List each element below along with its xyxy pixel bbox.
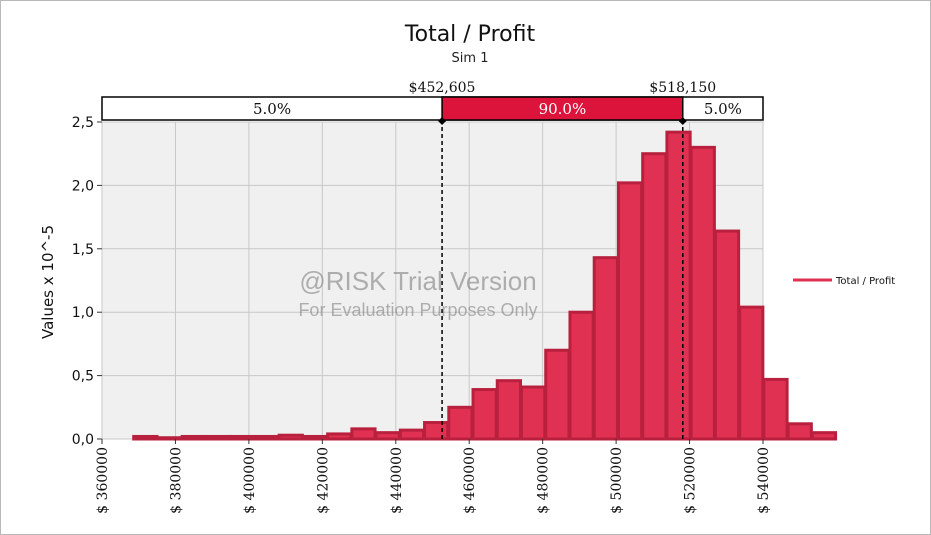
x-tick-label: $ 480000 [536, 447, 552, 514]
histogram-bar [447, 405, 474, 441]
chart-title: Total / Profit [404, 22, 536, 47]
watermark-subtitle: For Evaluation Purposes Only [298, 300, 537, 320]
histogram-bar [544, 348, 571, 441]
y-tick-label: 0,5 [72, 369, 94, 385]
x-tick-label: $ 380000 [168, 447, 184, 514]
watermark-title: @RISK Trial Version [299, 266, 536, 296]
histogram-bar [641, 152, 668, 441]
histogram-bar [786, 422, 813, 441]
histogram-bar [132, 434, 159, 441]
probability-band[interactable]: 5.0% 90.0% 5.0% [101, 96, 764, 121]
y-axis-label: Values x 10^-5 [39, 225, 57, 339]
y-tick-label: 2,5 [72, 115, 94, 131]
histogram-bar [350, 427, 377, 441]
x-tick-label: $ 400000 [242, 447, 258, 514]
left-delimiter-label: $452,605 [409, 80, 476, 96]
histogram-bar [495, 379, 523, 441]
histogram-bars [132, 130, 838, 441]
y-tick-label: 0,0 [72, 432, 94, 448]
histogram-bar [689, 145, 716, 441]
histogram-bar [301, 434, 329, 441]
x-tick-label: $ 420000 [315, 447, 331, 514]
right-delimiter-handle[interactable] [678, 117, 687, 125]
legend[interactable]: Total / Profit [793, 276, 895, 287]
chart-subtitle: Sim 1 [452, 51, 489, 66]
band-middle-segment [441, 96, 684, 121]
x-tick-label: $ 500000 [609, 447, 625, 514]
histogram-bar [616, 181, 644, 441]
legend-label: Total / Profit [835, 276, 895, 287]
histogram-bar [738, 305, 765, 441]
right-delimiter-label: $518,150 [649, 80, 716, 96]
x-tick-label: $ 520000 [683, 447, 699, 514]
histogram-bar [204, 434, 232, 441]
histogram-bar [568, 310, 595, 441]
y-axis: 0,0 0,5 1,0 1,5 2,0 2,5 [72, 115, 102, 448]
y-tick-label: 1,5 [72, 242, 94, 258]
band-left-percent: 5.0% [253, 100, 291, 118]
x-tick-label: $ 460000 [462, 447, 478, 514]
histogram-bar [520, 385, 547, 441]
histogram-bar [665, 130, 692, 441]
histogram-bar [326, 432, 353, 441]
histogram-bar [253, 434, 280, 441]
histogram-bar [471, 388, 498, 441]
x-axis: $ 360000 $ 380000 $ 400000 $ 420000 $ 440000… [95, 439, 772, 514]
histogram-bar [374, 431, 401, 441]
histogram-bar [277, 433, 304, 441]
histogram-bar [810, 431, 838, 441]
x-tick-label: $ 540000 [756, 447, 772, 514]
histogram-bar [398, 428, 426, 441]
band-right-percent: 5.0% [704, 100, 742, 118]
x-tick-label: $ 360000 [95, 447, 111, 514]
histogram-bar [423, 421, 450, 441]
histogram-bar [762, 377, 789, 441]
delimiter-lines[interactable] [438, 117, 687, 439]
histogram-bar [156, 436, 183, 441]
histogram-bar [713, 229, 741, 441]
histogram-bar [180, 434, 207, 441]
x-tick-label: $ 440000 [389, 447, 405, 514]
histogram-bar [592, 256, 619, 441]
band-middle-percent: 90.0% [539, 100, 587, 118]
y-tick-label: 1,0 [72, 305, 94, 321]
y-tick-label: 2,0 [72, 178, 94, 194]
left-delimiter-handle[interactable] [438, 117, 447, 125]
histogram-bar [229, 434, 256, 441]
